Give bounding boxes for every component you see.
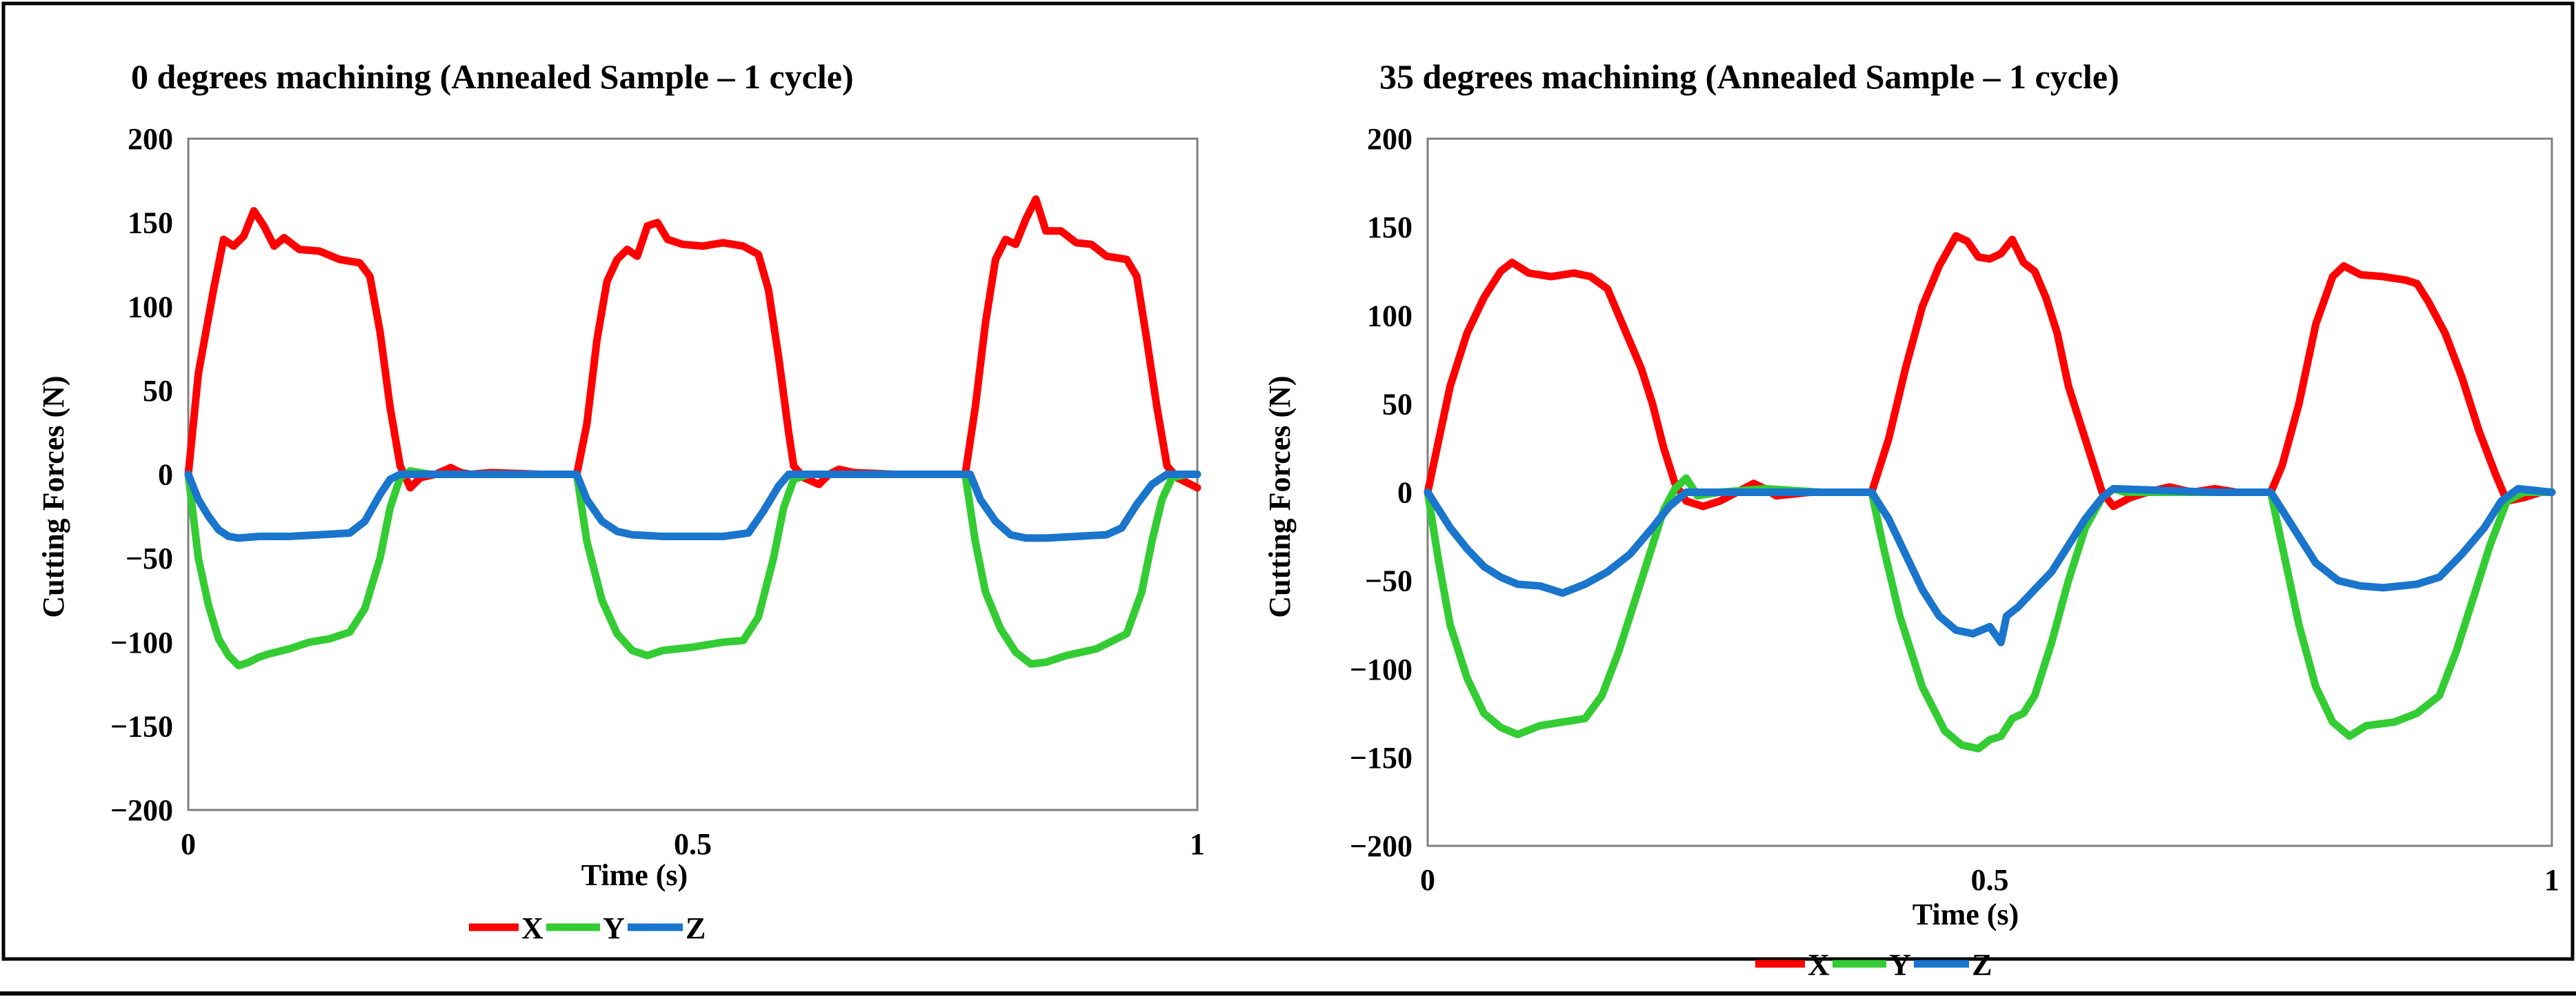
- y-tick-label: −150: [1350, 741, 1412, 775]
- y-tick-label: 50: [1382, 387, 1412, 421]
- y-tick-label: 150: [128, 206, 173, 240]
- y-tick-label: 100: [1367, 299, 1412, 333]
- y-tick-label: 50: [143, 374, 173, 408]
- x-tick-label: 0: [1420, 863, 1435, 897]
- legend: X Y Z: [469, 911, 706, 945]
- x-axis-label: Time (s): [581, 858, 688, 892]
- y-tick-label: −150: [110, 709, 173, 743]
- legend-label-z: Z: [1972, 948, 1992, 982]
- chart-title: 0 degrees machining (Annealed Sample – 1…: [131, 57, 854, 96]
- y-tick-label: 200: [128, 122, 173, 156]
- x-tick-label: 0.5: [1971, 863, 2009, 897]
- legend-label-y: Y: [1889, 948, 1911, 982]
- legend-label-y: Y: [603, 911, 625, 945]
- series-line-y: [1424, 474, 2556, 753]
- x-tick-label: 0.5: [674, 827, 712, 861]
- legend: X Y Z: [1755, 948, 1992, 982]
- series-line-x: [184, 195, 1201, 492]
- y-axis-label: Cutting Forces (N): [1263, 375, 1297, 617]
- y-tick-label: −50: [126, 542, 173, 575]
- y-tick-label: −50: [1365, 564, 1412, 598]
- series-line-x: [1424, 232, 2556, 511]
- y-tick-label: −100: [1350, 653, 1412, 686]
- legend-label-z: Z: [686, 911, 706, 945]
- series-line-z: [184, 471, 1201, 542]
- figure-frame: [1, 1, 2575, 961]
- y-tick-label: 100: [128, 290, 173, 324]
- chart-title: 35 degrees machining (Annealed Sample – …: [1379, 57, 2119, 96]
- y-tick-label: 150: [1367, 210, 1412, 244]
- y-tick-label: −200: [1350, 829, 1412, 863]
- y-tick-label: −200: [110, 793, 173, 827]
- y-tick-label: 0: [1397, 476, 1412, 510]
- series-line-y: [184, 467, 1201, 670]
- y-tick-label: −100: [110, 626, 173, 660]
- x-tick-label: 1: [1190, 827, 1205, 861]
- y-tick-label: 200: [1367, 122, 1412, 156]
- legend-label-x: X: [1808, 948, 1830, 982]
- legend-label-x: X: [521, 911, 543, 945]
- x-tick-label: 1: [2544, 863, 2559, 897]
- chart-35-degrees: 35 degrees machining (Annealed Sample – …: [1263, 57, 2559, 982]
- x-tick-label: 0: [181, 827, 196, 861]
- series-line-z: [1424, 484, 2556, 646]
- x-axis-label: Time (s): [1913, 898, 2019, 931]
- y-axis-label: Cutting Forces (N): [37, 375, 70, 617]
- chart-0-degrees: 0 degrees machining (Annealed Sample – 1…: [37, 57, 1205, 945]
- y-tick-label: 0: [158, 458, 173, 492]
